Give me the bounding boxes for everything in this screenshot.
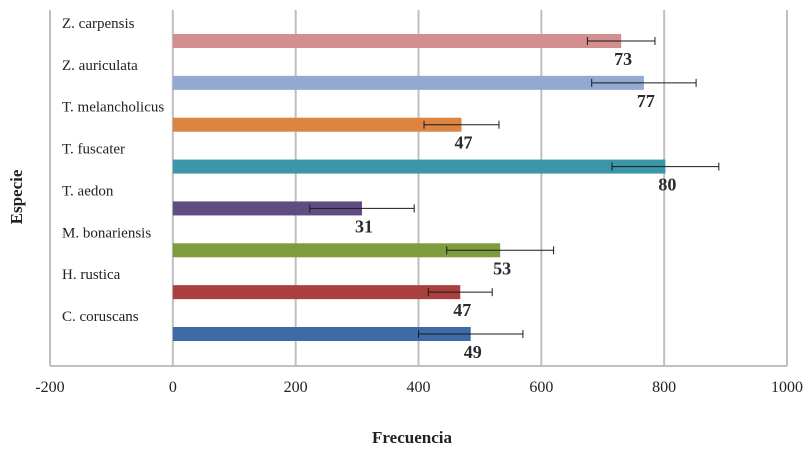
bar	[172, 75, 644, 90]
bar	[172, 159, 666, 174]
bar	[172, 201, 362, 216]
x-tick-label: 400	[407, 379, 431, 396]
x-tick-label: 800	[652, 379, 676, 396]
bar	[172, 243, 501, 258]
x-tick-label: 600	[529, 379, 553, 396]
data-label: 31	[355, 216, 373, 236]
bar	[172, 117, 462, 132]
data-label: 49	[464, 342, 482, 362]
bar	[172, 327, 471, 341]
x-tick-label: -200	[35, 379, 64, 396]
category-label: T. aedon	[62, 183, 114, 199]
data-label: 47	[454, 133, 472, 153]
x-axis-title: Frecuencia	[372, 428, 452, 447]
x-tick-label: 200	[284, 379, 308, 396]
bar	[172, 285, 461, 300]
category-label: Z. carpensis	[62, 16, 135, 32]
y-axis-title: Especie	[7, 169, 26, 224]
bar	[172, 34, 622, 48]
data-label: 77	[637, 91, 655, 111]
data-label: 47	[453, 300, 471, 320]
category-label: T. melancholicus	[62, 100, 164, 116]
x-tick-label: 1000	[771, 379, 803, 396]
category-label: T. fuscater	[62, 142, 125, 158]
x-tick-label: 0	[169, 379, 177, 396]
data-label: 73	[614, 49, 632, 69]
category-label: H. rustica	[62, 267, 121, 283]
data-label: 53	[493, 258, 511, 278]
category-label: M. bonariensis	[62, 225, 151, 241]
data-label: 80	[658, 175, 676, 195]
category-label: C. coruscans	[62, 309, 139, 325]
category-label: Z. auriculata	[62, 58, 138, 74]
